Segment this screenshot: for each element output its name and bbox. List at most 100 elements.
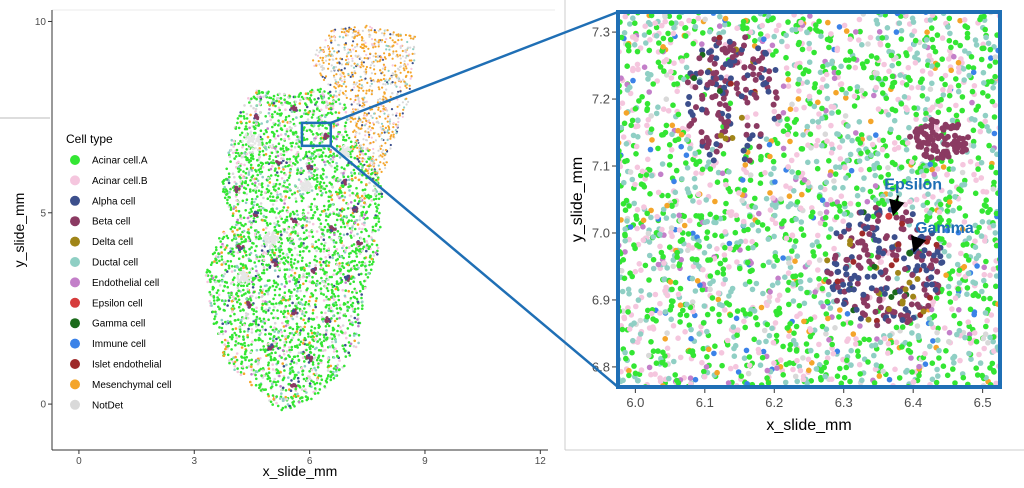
overview-point [237,298,241,302]
overview-point [237,126,241,130]
overview-point [384,29,387,32]
overview-point [261,327,265,331]
overview-point [319,349,323,352]
overview-point [261,369,265,372]
overview-point [260,244,264,248]
overview-point [280,330,284,334]
overview-point [229,314,232,318]
overview-point [229,282,233,285]
overview-point [228,361,231,365]
overview-point [323,163,327,167]
overview-point [344,355,348,358]
overview-point [334,39,337,42]
overview-point [354,289,358,293]
overview-point [345,96,348,99]
overview-point [324,126,327,130]
overview-point [377,86,380,89]
overview-point [247,142,250,145]
overview-point [289,389,293,393]
overview-point [276,380,280,383]
overview-point [235,358,239,362]
overview-point [290,338,293,342]
overview-point [374,139,377,142]
overview-point [341,194,344,198]
overview-point [327,264,330,267]
overview-point [300,199,304,203]
overview-point [293,355,297,359]
overview-point [260,249,264,252]
overview-point [346,147,350,150]
overview-point [342,71,345,75]
overview-point [210,294,213,297]
overview-point [274,316,278,319]
overview-point [327,324,331,328]
overview-point [365,246,368,249]
zoom-point [706,159,712,165]
overview-point [255,269,258,273]
overview-point [223,231,226,235]
overview-point [371,171,374,175]
overview-point [282,312,285,316]
overview-point [284,395,288,399]
overview-point [232,139,236,143]
overview-point [318,261,322,264]
overview-point [225,177,228,181]
overview-point [271,210,274,213]
overview-point [296,325,300,329]
overview-point [327,304,331,307]
overview-point [392,135,395,138]
overview-point [389,95,392,98]
overview-point [338,145,342,148]
overview-point [344,94,347,97]
overview-point [312,281,316,285]
overview-point [249,159,253,162]
overview-point [206,268,209,272]
overview-point [249,297,252,300]
overview-point [268,144,272,148]
overview-point [236,233,240,237]
overview-point [283,137,286,141]
overview-point [350,103,353,106]
overview-point [374,38,377,41]
overview-point [220,251,223,254]
overview-point [243,352,247,356]
overview-point [293,405,296,408]
overview-point [268,248,272,252]
overview-point [272,380,276,384]
overview-point [268,157,271,161]
overview-point [256,138,260,142]
overview-point [328,345,332,348]
overview-point [275,235,279,239]
overview-point [288,268,291,271]
overview-point [306,92,310,95]
overview-point [295,138,299,142]
overview-point [287,382,291,386]
overview-point [281,321,284,325]
overview-point [323,135,327,139]
overview-point [351,301,355,305]
overview-point [296,394,300,398]
overview-point [382,95,385,98]
overview-point [358,261,361,264]
overview-point [245,148,248,151]
overview-point [308,175,311,179]
overview-point [246,158,250,161]
zoom-point [722,276,728,283]
overview-point [367,271,370,275]
overview-point [219,240,222,243]
overview-point [314,305,318,309]
overview-point [242,266,245,270]
overview-point [237,187,241,191]
overview-point [332,58,335,61]
overview-point [354,33,357,37]
overview-point [270,256,274,260]
overview-point [275,395,279,398]
overview-point [372,152,375,155]
overview-point [319,374,323,378]
overview-point [338,311,342,315]
overview-point [372,198,376,201]
overview-point [348,189,351,192]
overview-point [379,145,382,148]
overview-point [361,124,364,127]
overview-point [365,244,369,247]
